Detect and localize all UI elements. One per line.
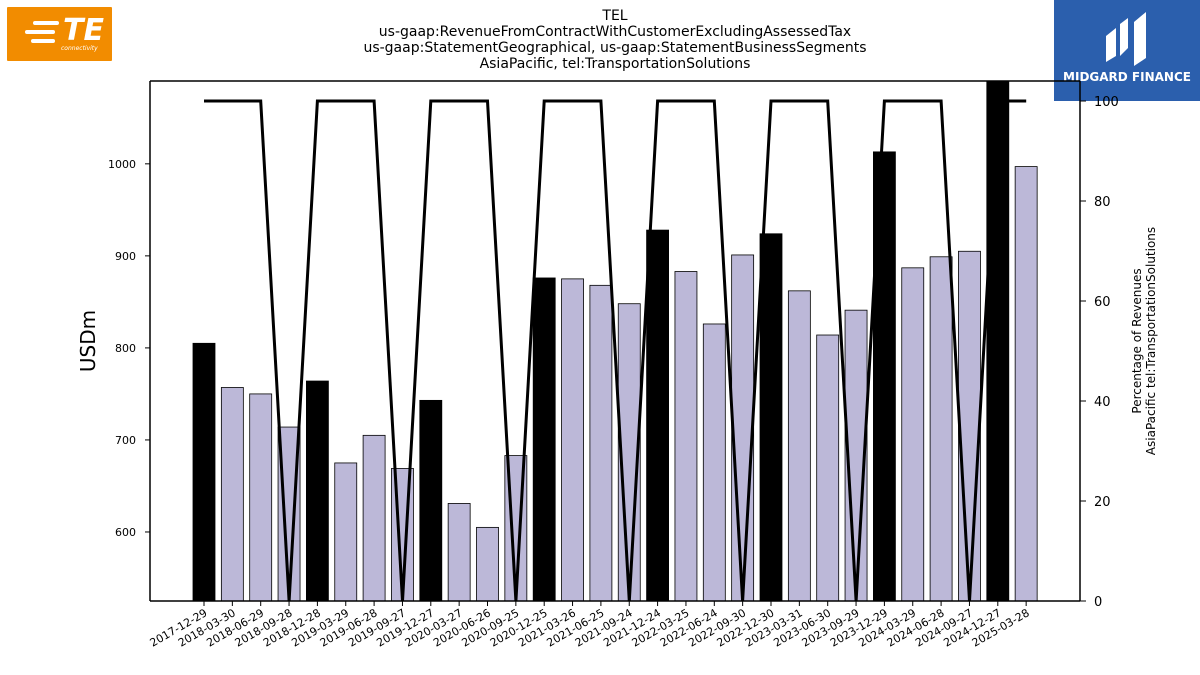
bar [674, 271, 698, 601]
bar [277, 426, 301, 601]
bar [986, 81, 1010, 601]
bar [646, 229, 669, 601]
y-tick-label: 1000 [108, 158, 136, 171]
y2-tick-label: 40 [1094, 395, 1111, 410]
y-axis-label: USDm [76, 310, 100, 372]
bar [589, 284, 613, 601]
y-tick-label: 900 [115, 250, 136, 263]
te-logo-text: TE [63, 13, 104, 48]
y2-tick-label: 100 [1094, 95, 1119, 110]
y2-axis-label: AsiaPacific tel:TransportationSolutions [1144, 227, 1158, 455]
bar [787, 290, 811, 601]
bar [334, 462, 358, 601]
bar [958, 250, 981, 601]
bar [192, 342, 216, 601]
chart-title-line-1: TEL [602, 8, 628, 24]
midgard-logo-text: MIDGARD FINANCE [1063, 70, 1191, 84]
bar [220, 387, 244, 601]
bar [702, 323, 726, 601]
y-tick-label: 800 [115, 342, 136, 355]
chart-title-line-4: AsiaPacific, tel:TransportationSolutions [479, 56, 751, 72]
y-tick-label: 600 [115, 526, 136, 539]
bar [532, 277, 556, 601]
bar [476, 526, 499, 601]
chart-title-line-2: us-gaap:RevenueFromContractWithCustomerE… [378, 24, 852, 40]
bar [419, 399, 443, 601]
bar [1014, 166, 1038, 601]
bar [901, 267, 925, 601]
bar [873, 151, 896, 601]
y2-tick-label: 0 [1094, 595, 1102, 610]
y2-tick-label: 20 [1094, 495, 1111, 510]
bar [759, 233, 783, 601]
bar [305, 380, 329, 601]
bar [447, 503, 471, 601]
bar [561, 278, 584, 601]
te-logo-subtext: connectivity [61, 45, 98, 52]
bar [731, 254, 755, 601]
bar [362, 434, 386, 601]
chart-title-line-3: us-gaap:StatementGeographical, us-gaap:S… [363, 40, 867, 56]
bar [929, 256, 953, 601]
y2-tick-label: 80 [1094, 195, 1111, 210]
te-connectivity-logo: TE connectivity [7, 7, 112, 61]
y-tick-label: 700 [115, 434, 136, 447]
bar [249, 393, 273, 601]
y2-axis-label: Percentage of Revenues [1130, 268, 1144, 413]
midgard-finance-logo: MIDGARD FINANCE [1054, 0, 1200, 101]
midgard-emblem-icon [1106, 12, 1146, 66]
y2-tick-label: 60 [1094, 295, 1111, 310]
percentage-line [204, 99, 1027, 602]
bar [816, 334, 840, 601]
